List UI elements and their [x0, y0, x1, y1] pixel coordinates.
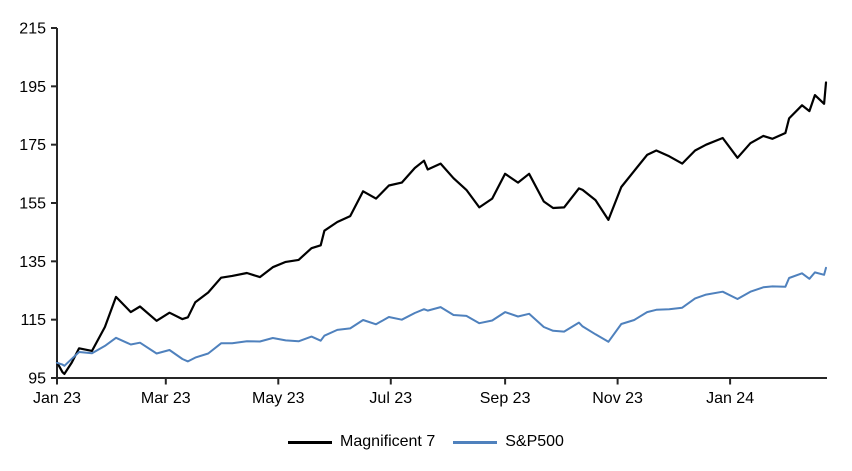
legend-label-sp500: S&P500 — [505, 433, 564, 450]
y-tick-label: 115 — [20, 312, 46, 329]
x-tick-label: Sep 23 — [480, 390, 531, 407]
y-tick-label: 215 — [19, 21, 46, 38]
series-line-magnificent-7 — [55, 81, 828, 375]
legend-line-swatch-sp500 — [453, 440, 498, 444]
x-tick-label: Nov 23 — [592, 390, 643, 407]
x-tick-label: Jan 23 — [33, 390, 81, 407]
legend-line-swatch-magnificent-7 — [288, 440, 333, 444]
y-tick-label: 175 — [19, 137, 46, 154]
legend-label-magnificent-7: Magnificent 7 — [340, 433, 436, 450]
x-tick-label: May 23 — [252, 390, 305, 407]
x-tick-label: Jul 23 — [369, 390, 412, 407]
series-line-s-p500 — [56, 266, 827, 367]
chart-legend: Magnificent 7 S&P500 — [0, 431, 852, 453]
axis-lines — [56, 28, 827, 379]
y-tick-label: 95 — [28, 371, 46, 388]
legend-item-sp500: S&P500 — [453, 434, 564, 450]
x-tick-label: Jan 24 — [706, 390, 754, 407]
x-tick-label: Mar 23 — [141, 390, 191, 407]
y-tick-label: 135 — [19, 254, 46, 271]
y-tick-label: 195 — [19, 79, 46, 96]
y-tick-label: 155 — [19, 196, 46, 213]
legend-item-magnificent-7: Magnificent 7 — [288, 434, 435, 450]
